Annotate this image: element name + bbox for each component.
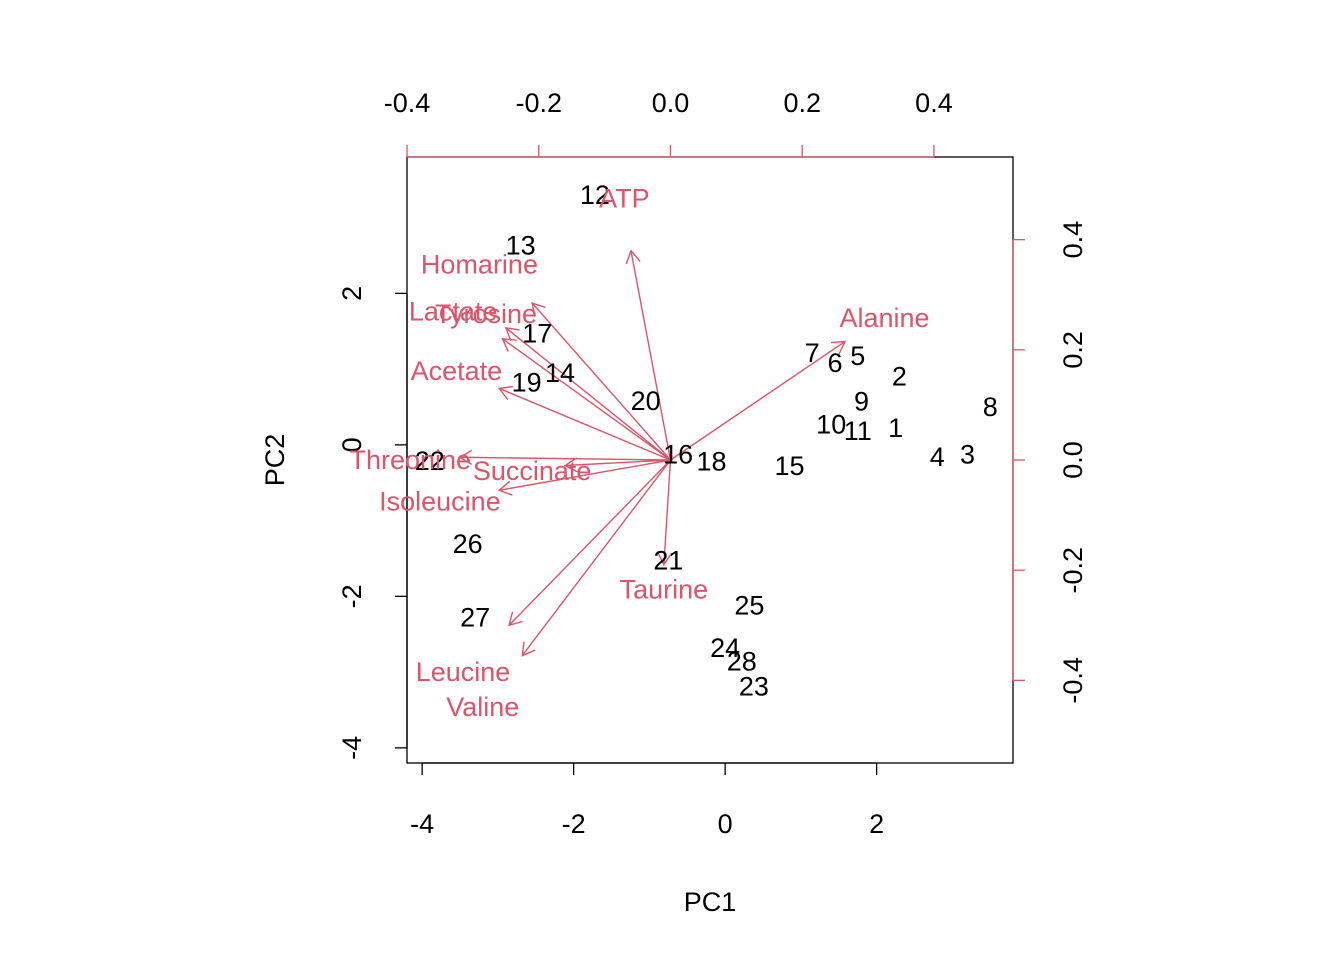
loading-arrow [508,459,671,627]
loading-arrow [657,459,673,567]
x-axis-title: PC1 [684,887,737,917]
score-point: 23 [739,671,769,701]
score-point: 7 [805,338,820,368]
loading-arrow [504,326,671,461]
x-tick-label: 2 [869,809,884,839]
x-tick-label: 0 [718,809,733,839]
score-point: 5 [850,341,865,371]
loading-label: ATP [599,183,650,213]
y-tick-label: 0 [337,437,367,452]
loading-label: Taurine [620,574,709,604]
loading-arrow [501,337,671,461]
loading-arrow [497,385,671,461]
score-point: 22 [415,446,445,476]
score-point: 24 [710,633,740,663]
y-tick-label: -4 [337,736,367,760]
right-tick-label: 0.2 [1058,331,1088,369]
score-point: 4 [930,442,945,472]
score-point: 3 [960,440,975,470]
top-tick-label: -0.4 [384,88,431,118]
score-point: 20 [631,386,661,416]
y-tick-label: -2 [337,584,367,608]
score-point: 25 [734,590,764,620]
axes: -4 -2 0 2 -4 -2 0 2 -0.4 -0.2 0.0 0.2 0.4 -0.4 -0.2 0.0… [337,88,1088,839]
loading-arrows [458,249,847,657]
y-tick-label: 2 [337,286,367,301]
score-point: 28 [727,646,757,676]
score-point: 26 [453,529,483,559]
score-point: 1 [888,413,903,443]
loading-arrow [497,459,671,496]
loading-label: Alanine [840,303,930,333]
score-point: 11 [844,416,872,446]
score-point: 27 [460,603,490,633]
score-point: 13 [506,231,536,261]
score-point: 19 [512,368,542,398]
loading-label: Tyrosine [435,299,537,329]
loading-arrow [531,301,672,461]
right-tick-label: -0.2 [1058,547,1088,594]
loading-label: Homarine [421,249,538,279]
right-tick-label: 0.4 [1058,221,1088,259]
score-point: 12 [580,180,610,210]
score-point: 17 [522,318,552,348]
loading-arrow [625,249,672,461]
loading-arrow [521,459,672,657]
loading-label: Leucine [416,657,511,687]
score-point: 10 [816,409,846,439]
score-point: 16 [663,440,693,470]
right-tick-label: 0.0 [1058,441,1088,479]
top-tick-label: 0.0 [652,88,690,118]
loading-arrow [563,457,671,473]
loading-label: Valine [446,692,519,722]
score-point: 14 [545,358,575,388]
loading-label: Threonine [349,445,471,475]
top-tick-label: -0.2 [515,88,562,118]
score-point: 18 [696,447,726,477]
score-point: 9 [854,387,869,417]
loading-arrow [458,449,671,466]
score-points: 1234567891011121314151617181920212223242… [415,180,998,702]
score-point: 2 [892,362,907,392]
x-tick-label: -4 [410,809,434,839]
top-tick-label: 0.2 [783,88,821,118]
score-point: 21 [653,546,683,576]
top-tick-label: 0.4 [915,88,953,118]
score-point: 6 [827,348,842,378]
loading-label: Lactate [409,296,498,326]
score-point: 15 [775,451,805,481]
y-axis-title: PC2 [260,434,290,487]
loading-label: Acetate [411,356,503,386]
loading-arrow [670,340,847,461]
x-tick-label: -2 [562,809,586,839]
score-point: 8 [983,392,998,422]
right-tick-label: -0.4 [1058,657,1088,704]
loading-label: Isoleucine [379,486,501,516]
loading-label: Succinate [473,456,592,486]
